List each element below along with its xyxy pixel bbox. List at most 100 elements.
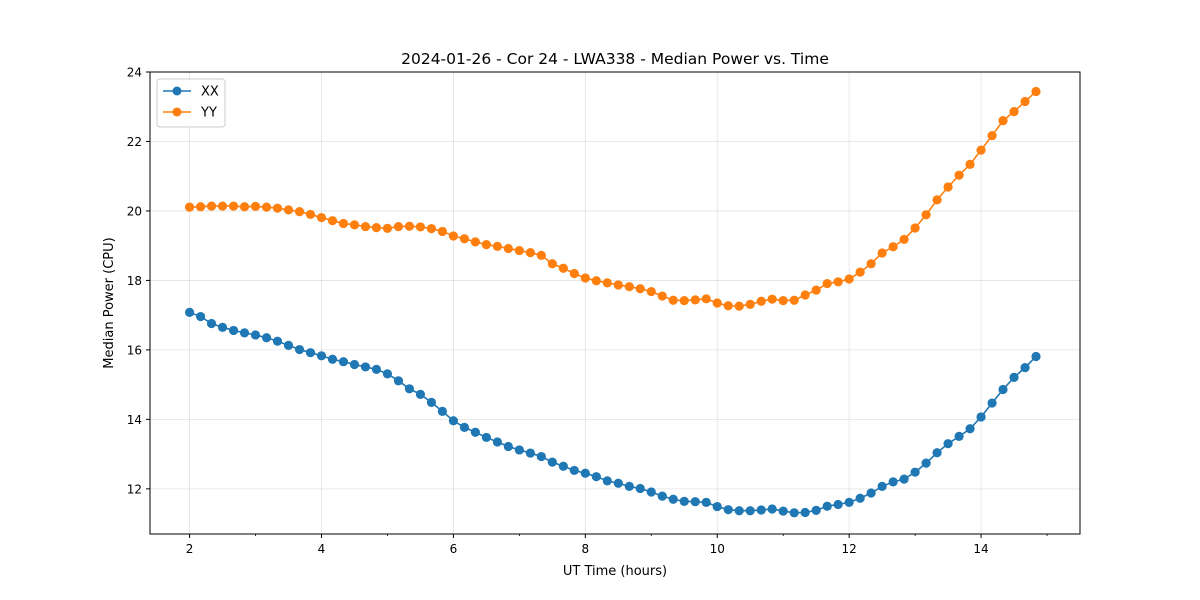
data-point-yy [250, 201, 261, 212]
data-point-xx [998, 384, 1008, 395]
data-point-yy [833, 277, 843, 287]
data-point-yy [514, 245, 524, 256]
data-point-yy [393, 221, 404, 232]
data-point-yy [426, 224, 437, 234]
data-point-xx [349, 359, 360, 370]
data-point-xx [976, 412, 986, 422]
data-point-xx [833, 499, 843, 510]
x-tick-label: 4 [318, 542, 326, 556]
data-point-yy [206, 201, 217, 211]
data-point-xx [393, 376, 404, 386]
data-point-xx [338, 357, 349, 367]
data-point-yy [591, 276, 601, 286]
data-point-xx [734, 506, 744, 516]
data-point-yy [954, 170, 964, 180]
data-point-yy [272, 203, 283, 213]
x-tick-label: 10 [710, 542, 725, 556]
data-point-xx [635, 483, 645, 494]
data-point-xx [910, 467, 920, 477]
data-point-xx [580, 468, 590, 478]
data-point-yy [921, 210, 931, 220]
data-point-yy [459, 234, 470, 244]
data-point-yy [976, 145, 986, 155]
data-point-xx [305, 348, 316, 358]
data-point-yy [910, 223, 920, 233]
data-point-yy [558, 263, 568, 273]
data-point-xx [547, 457, 557, 467]
data-point-yy [756, 296, 766, 306]
data-point-xx [239, 328, 250, 338]
legend-marker-yy [172, 107, 182, 117]
data-point-yy [503, 243, 513, 254]
plot-frame [149, 71, 1081, 535]
data-point-yy [239, 202, 250, 212]
data-point-xx [327, 354, 338, 364]
data-point-yy [349, 220, 360, 230]
data-point-xx [866, 488, 876, 498]
data-point-xx [679, 496, 689, 506]
data-point-xx [778, 506, 788, 516]
data-point-xx [877, 481, 887, 492]
data-point-yy [283, 205, 294, 215]
data-point-yy [580, 273, 590, 283]
data-point-yy [184, 202, 195, 212]
data-point-yy [635, 284, 645, 294]
data-point-xx [294, 344, 305, 355]
data-point-xx [954, 431, 964, 441]
data-point-yy [701, 294, 711, 304]
data-point-yy [481, 240, 491, 250]
x-tick-label: 6 [450, 542, 458, 556]
data-point-xx [811, 505, 821, 515]
data-point-xx [415, 389, 426, 399]
x-tick-label: 14 [973, 542, 988, 556]
y-tick-label: 14 [127, 413, 142, 427]
data-point-xx [591, 472, 601, 482]
data-point-xx [657, 491, 667, 501]
data-point-yy [855, 267, 865, 277]
data-point-yy [646, 286, 656, 297]
data-point-xx [261, 333, 272, 343]
data-point-yy [261, 202, 272, 212]
data-point-xx [1031, 351, 1041, 362]
chart-title: 2024-01-26 - Cor 24 - LWA338 - Median Po… [401, 50, 829, 68]
data-point-xx [613, 478, 623, 488]
data-point-xx [448, 416, 458, 426]
data-point-xx [470, 427, 480, 437]
data-point-yy [525, 248, 535, 258]
data-point-xx [668, 494, 678, 504]
x-tick-label: 8 [581, 542, 589, 556]
data-point-yy [195, 202, 206, 212]
data-point-xx [360, 362, 371, 372]
data-point-xx [250, 330, 261, 340]
data-point-yy [1009, 107, 1019, 117]
data-point-xx [283, 340, 294, 350]
data-point-xx [756, 505, 766, 515]
y-tick-label: 16 [127, 343, 142, 357]
data-point-yy [965, 159, 975, 169]
data-point-xx [921, 458, 931, 468]
x-tick-label: 2 [186, 542, 194, 556]
data-point-xx [701, 497, 711, 507]
legend-marker-xx [172, 86, 182, 96]
data-point-xx [844, 497, 854, 507]
data-point-yy [679, 295, 689, 306]
data-point-yy [613, 280, 623, 290]
data-point-xx [965, 424, 975, 434]
data-point-xx [316, 351, 327, 361]
data-point-xx [624, 481, 634, 492]
data-point-yy [382, 223, 393, 233]
data-point-xx [492, 437, 502, 447]
data-point-yy [492, 241, 502, 251]
data-point-xx [602, 476, 612, 486]
data-point-xx [1020, 363, 1030, 373]
data-point-yy [470, 237, 480, 247]
legend-label-yy: YY [200, 106, 217, 121]
y-tick-label: 20 [127, 204, 142, 218]
data-point-yy [987, 130, 997, 141]
data-point-xx [767, 504, 777, 514]
data-point-xx [800, 507, 810, 518]
data-point-yy [844, 274, 854, 284]
data-point-xx [426, 397, 437, 407]
data-point-yy [811, 285, 821, 295]
data-point-yy [690, 295, 700, 305]
